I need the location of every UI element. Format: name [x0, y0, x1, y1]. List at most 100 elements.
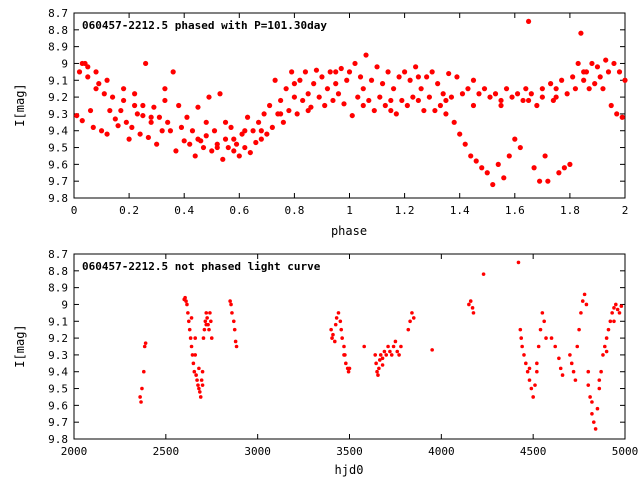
data-point-unphased — [468, 299, 473, 303]
data-point-unphased — [347, 366, 352, 371]
data-point-unphased — [388, 349, 392, 354]
data-point-phased — [514, 91, 521, 97]
data-point-phased — [200, 144, 207, 151]
data-point-phased — [440, 91, 446, 97]
data-point-phased — [567, 161, 573, 167]
data-point-phased — [435, 81, 441, 87]
data-point-phased — [357, 74, 364, 80]
data-point-phased — [363, 52, 369, 58]
data-point-unphased — [378, 358, 382, 362]
data-point-phased — [222, 136, 229, 142]
data-point-phased — [115, 123, 121, 129]
data-point-unphased — [557, 356, 561, 361]
data-point-phased — [104, 77, 110, 83]
data-point-phased — [457, 131, 463, 137]
data-point-unphased — [575, 344, 580, 349]
data-point-phased — [415, 74, 421, 80]
data-point-unphased — [189, 344, 194, 349]
data-point-unphased — [529, 386, 534, 391]
data-point-phased — [255, 119, 262, 125]
data-point-phased — [242, 144, 248, 151]
data-point-phased — [426, 94, 432, 100]
data-point-phased — [283, 86, 289, 92]
data-point-phased — [85, 74, 91, 80]
data-point-unphased — [597, 378, 602, 382]
data-point-unphased — [342, 344, 346, 349]
data-point-phased — [349, 112, 355, 119]
data-point-phased — [104, 131, 110, 137]
x-axis-label-unphased: hjd0 — [335, 463, 364, 477]
data-point-phased — [300, 97, 306, 104]
data-point-phased — [93, 86, 99, 92]
data-point-unphased — [584, 302, 589, 307]
data-point-unphased — [139, 400, 143, 404]
plot-frame-unphased — [73, 253, 626, 440]
data-point-phased — [145, 134, 151, 141]
data-point-phased — [592, 81, 598, 87]
data-point-phased — [446, 70, 452, 77]
data-point-unphased — [382, 349, 387, 354]
data-point-unphased — [339, 327, 344, 332]
data-point-phased — [476, 91, 482, 97]
data-point-unphased — [408, 319, 412, 324]
y-tick-label-unphased: 8.9 — [48, 282, 68, 295]
data-point-unphased — [568, 353, 572, 357]
data-point-phased — [539, 86, 545, 92]
data-point-unphased — [535, 369, 539, 374]
data-point-phased — [542, 153, 548, 159]
data-point-unphased — [577, 327, 581, 332]
data-point-phased — [341, 101, 347, 107]
data-point-unphased — [198, 395, 203, 399]
y-tick-label-phased: 9.4 — [48, 125, 68, 138]
data-point-phased — [302, 69, 309, 75]
data-point-phased — [247, 149, 253, 156]
data-point-phased — [614, 111, 620, 117]
data-point-phased — [481, 86, 488, 92]
unphased-light-curve-panel: 2000 2500 3000 3500 4000 4500 5000 8.7 8.8 8.9 9 9… — [13, 248, 638, 477]
x-tick-label-phased: 0 — [71, 204, 78, 217]
data-point-phased — [159, 128, 165, 134]
data-point-unphased — [389, 353, 394, 357]
data-point-phased — [305, 107, 311, 114]
data-point-unphased — [520, 344, 524, 349]
data-point-unphased — [580, 299, 585, 303]
x-axis-phased: 0 0.2 0.4 0.6 0.8 1 1.2 1.4 1.6 1.8 2 — [71, 13, 628, 217]
data-point-phased — [495, 161, 501, 167]
data-point-unphased — [362, 344, 366, 349]
data-point-unphased — [606, 327, 611, 332]
data-point-unphased — [193, 336, 198, 340]
y-tick-label-phased: 8.8 — [48, 24, 68, 37]
data-point-phased — [85, 64, 91, 70]
data-point-unphased — [331, 332, 335, 337]
data-point-phased — [578, 30, 584, 36]
data-point-phased — [586, 86, 592, 92]
x-tick-label-phased: 0.6 — [229, 204, 249, 217]
data-point-phased — [291, 94, 297, 100]
data-point-phased — [490, 181, 496, 188]
data-point-phased — [289, 69, 295, 75]
data-point-unphased — [334, 316, 339, 320]
data-point-unphased — [610, 311, 614, 315]
data-point-phased — [280, 119, 286, 125]
data-point-phased — [330, 97, 336, 104]
data-point-unphased — [193, 353, 198, 357]
data-point-unphased — [329, 327, 333, 332]
data-point-unphased — [205, 316, 209, 320]
data-point-phased — [269, 124, 275, 130]
plot-title-unphased: 060457-2212.5 not phased light curve — [82, 260, 321, 273]
data-point-unphased — [342, 353, 346, 357]
data-point-phased — [96, 81, 102, 87]
data-point-phased — [352, 60, 358, 67]
data-point-unphased — [140, 386, 144, 391]
data-point-unphased — [430, 348, 434, 352]
y-tick-label-phased: 9.5 — [48, 142, 68, 155]
data-point-unphased — [542, 319, 546, 324]
data-point-phased — [176, 102, 182, 109]
data-point-phased — [390, 86, 397, 92]
data-point-phased — [244, 114, 251, 120]
data-point-phased — [424, 74, 430, 80]
data-point-unphased — [393, 339, 398, 344]
data-point-phased — [305, 91, 311, 97]
data-point-phased — [79, 118, 85, 124]
